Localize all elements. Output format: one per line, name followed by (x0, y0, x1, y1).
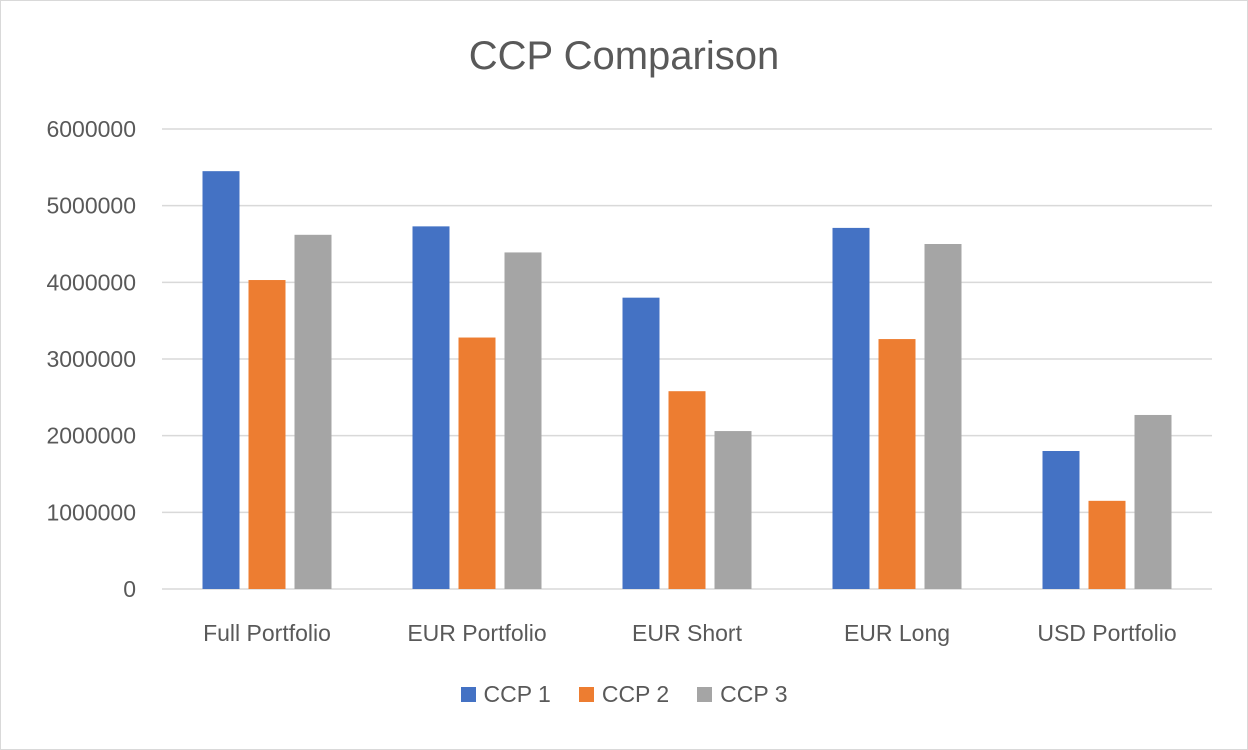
y-tick-label: 2000000 (46, 423, 136, 449)
y-tick-label: 1000000 (46, 499, 136, 525)
x-tick-label: Full Portfolio (203, 620, 331, 646)
x-tick-label: EUR Short (632, 620, 743, 646)
bar-ccp-1 (622, 297, 660, 589)
bars (202, 171, 1172, 590)
x-tick-label: EUR Portfolio (407, 620, 546, 646)
y-tick-label: 4000000 (46, 269, 136, 295)
bar-ccp-3 (504, 252, 542, 589)
y-tick-label: 6000000 (46, 116, 136, 142)
bar-ccp-1 (1042, 451, 1080, 589)
bar-ccp-1 (202, 171, 240, 589)
bar-ccp-1 (412, 226, 450, 589)
bar-ccp-2 (248, 280, 286, 589)
bar-ccp-3 (924, 244, 962, 589)
chart-title: CCP Comparison (468, 34, 780, 78)
legend-label: CCP 3 (720, 681, 788, 707)
legend-item: CCP 1 (460, 681, 551, 708)
legend-swatch (578, 687, 594, 702)
bar-ccp-3 (294, 234, 332, 590)
y-tick-label: 5000000 (46, 193, 136, 219)
bar-ccp-2 (668, 391, 706, 589)
y-axis-tick-labels: 0 1000000 2000000 3000000 4000000 5000000 6000… (46, 116, 136, 602)
bar-ccp-3 (1134, 414, 1172, 589)
bar-ccp-2 (878, 339, 916, 589)
legend-swatch (697, 687, 713, 702)
bar-ccp-3 (714, 431, 752, 589)
legend: CCP 1 CCP 2 CCP 3 (0, 681, 1248, 708)
bar-ccp-2 (458, 337, 496, 589)
legend-label: CCP 2 (601, 681, 670, 707)
legend-label: CCP 1 (483, 681, 551, 707)
y-tick-label: 3000000 (46, 346, 136, 372)
legend-item: CCP 3 (697, 681, 787, 708)
y-tick-label: 0 (123, 576, 136, 602)
x-axis-tick-labels: Full Portfolio EUR Portfolio EUR Short EUR … (203, 620, 1177, 646)
x-tick-label: USD Portfolio (1037, 620, 1176, 646)
bar-ccp-1 (832, 227, 870, 589)
x-tick-label: EUR Long (844, 620, 950, 646)
bar-ccp-2 (1088, 500, 1126, 589)
legend-swatch (460, 687, 476, 702)
legend-item: CCP 2 (578, 681, 670, 708)
